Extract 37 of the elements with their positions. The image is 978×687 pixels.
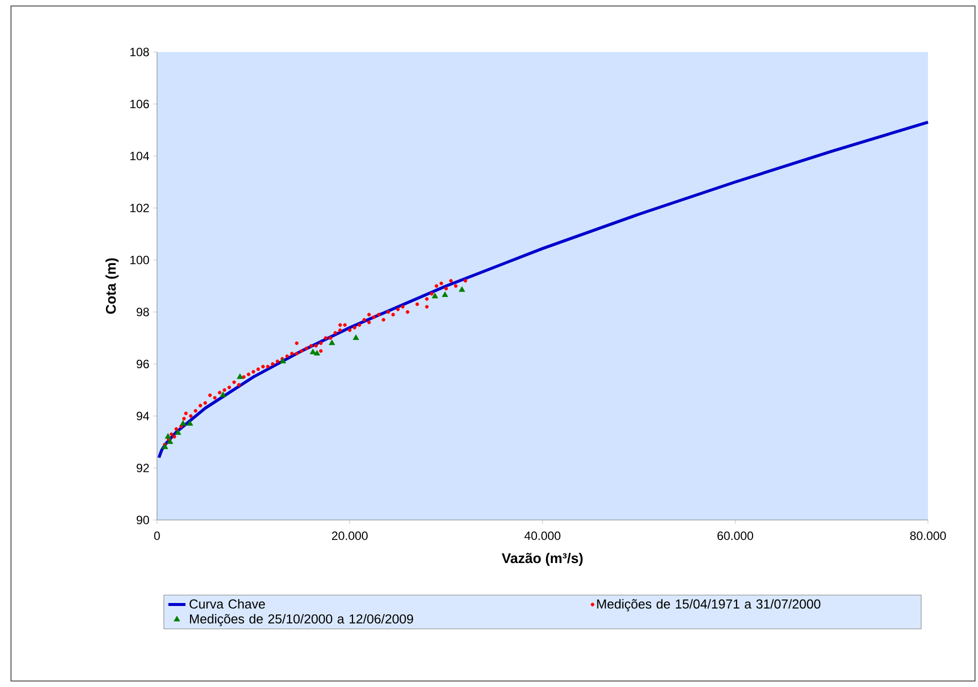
x-tick-label: 0 bbox=[154, 532, 160, 540]
point bbox=[174, 429, 182, 435]
point bbox=[432, 292, 438, 298]
x-axis-title: Vazão (m³/s) bbox=[502, 552, 583, 566]
point bbox=[442, 291, 448, 297]
y-tick-label: 108 bbox=[130, 48, 149, 56]
point bbox=[166, 438, 174, 444]
y-tick-label: 104 bbox=[130, 152, 150, 160]
point bbox=[458, 286, 466, 292]
point bbox=[280, 358, 286, 364]
legend-label: Medições de 25/10/2000 a 12/06/2009 bbox=[190, 614, 414, 626]
y-tick-label: 98 bbox=[136, 308, 149, 316]
y-tick-label: 102 bbox=[130, 204, 149, 212]
x-tick-label: 60.000 bbox=[718, 532, 754, 540]
y-tick-label: 94 bbox=[136, 412, 150, 420]
point bbox=[236, 373, 244, 379]
point bbox=[328, 340, 336, 346]
x-tick-label: 80.000 bbox=[910, 532, 946, 540]
x-tick-label: 40.000 bbox=[524, 532, 560, 540]
point bbox=[352, 334, 360, 340]
point bbox=[180, 420, 186, 426]
y-axis-title: Cota (m) bbox=[106, 258, 119, 314]
legend-label: Curva Chave bbox=[190, 599, 265, 609]
y-tick-label: 96 bbox=[136, 360, 149, 368]
point bbox=[314, 350, 320, 356]
y-tick-label: 100 bbox=[130, 256, 150, 264]
line-series bbox=[157, 120, 930, 460]
legend-label: Medições de 15/04/1971 a 31/07/2000 bbox=[597, 599, 820, 612]
point bbox=[186, 420, 194, 426]
y-tick-label: 92 bbox=[136, 464, 149, 472]
point bbox=[220, 392, 226, 398]
point bbox=[164, 433, 172, 439]
y-tick-label: 90 bbox=[136, 516, 150, 524]
point bbox=[162, 444, 168, 450]
x-tick-label: 20.000 bbox=[332, 532, 368, 540]
point bbox=[310, 348, 316, 354]
y-tick-label: 106 bbox=[130, 100, 149, 108]
